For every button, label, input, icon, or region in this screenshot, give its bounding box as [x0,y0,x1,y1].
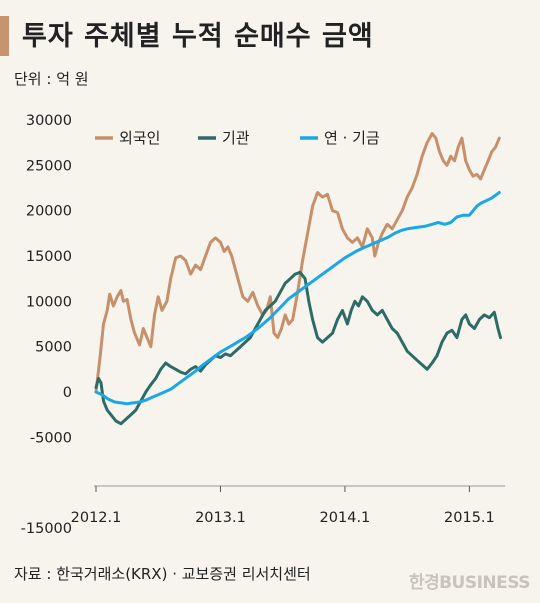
x-tick-label: 2012.1 [71,510,122,526]
legend: 외국인 기관 연 · 기금 [95,129,380,147]
watermark-logo: 한경BUSINESS [408,573,531,593]
series-lines [94,132,502,426]
y-tick-labels: 30000 25000 20000 15000 10000 5000 0 -5000 -1500… [21,113,72,537]
title-bar: 투자 주체별 누적 순매수 금액 [0,12,540,56]
x-tick-label: 2015.1 [444,510,495,526]
legend-label: 외국인 [119,129,160,147]
unit-label: 단위 : 억 원 [14,70,89,88]
x-tick-labels: 2012.1 2013.1 2014.1 2015.1 [71,486,495,526]
title-accent-bar [0,16,9,56]
legend-label: 기관 [222,129,250,147]
series-line-1 [94,270,502,426]
y-tick-label: 5000 [35,340,72,356]
y-tick-label: 0 [63,385,72,401]
series-line-2 [94,191,501,406]
y-tick-label: 25000 [26,158,72,174]
y-tick-label: 10000 [26,294,72,310]
chart-title: 투자 주체별 누적 순매수 금액 [22,21,374,52]
y-tick-label: -5000 [30,430,72,446]
y-tick-label: -15000 [21,521,72,537]
x-tick-label: 2014.1 [320,510,371,526]
series-line-0 [94,132,501,394]
legend-label: 연 · 기금 [324,129,380,147]
source-note: 자료 : 한국거래소(KRX) · 교보증권 리서치센터 [14,565,311,583]
y-tick-label: 20000 [26,204,72,220]
y-tick-label: 30000 [26,113,72,129]
x-tick-label: 2013.1 [195,510,246,526]
y-tick-label: 15000 [26,249,72,265]
